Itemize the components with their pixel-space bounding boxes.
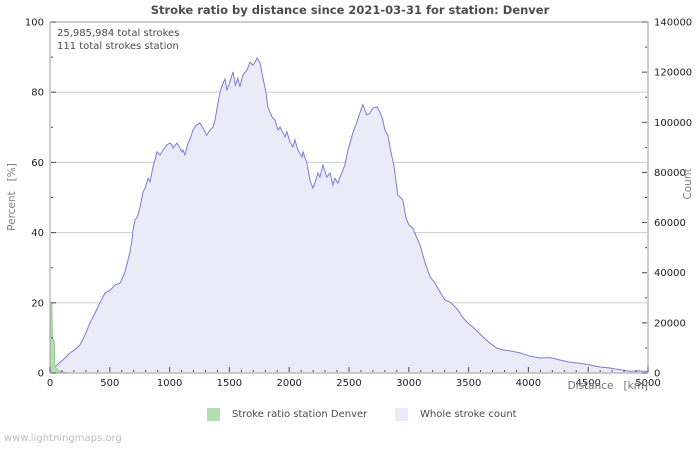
legend-swatch-stroke-count (395, 408, 408, 421)
series-area-stroke-count (50, 58, 648, 373)
legend-swatch-stroke-ratio (207, 408, 220, 421)
x-tick-label: 1500 (217, 378, 242, 389)
y2-tick-label: 120000 (654, 68, 692, 79)
annotation-total-strokes: 25,985,984 total strokes (57, 28, 180, 39)
x-tick-label: 3000 (396, 378, 421, 389)
y2-tick-label: 140000 (654, 18, 692, 29)
right-axis-title: Count (682, 168, 694, 200)
x-tick-label: 1000 (157, 378, 182, 389)
x-tick-label: 4000 (516, 378, 541, 389)
y2-tick-label: 80000 (654, 168, 686, 179)
x-tick-label: 500 (100, 378, 119, 389)
y-tick-label: 40 (31, 228, 44, 239)
y-tick-label: 100 (25, 18, 44, 29)
legend-item-stroke-count: Whole stroke count (395, 408, 517, 421)
series-line-stroke-count (49, 57, 649, 374)
legend-item-stroke-ratio: Stroke ratio station Denver (207, 408, 367, 421)
x-tick-label: 4500 (575, 378, 600, 389)
y-tick-label: 20 (31, 298, 44, 309)
y2-tick-label: 100000 (654, 118, 692, 129)
x-tick-label: 2000 (276, 378, 301, 389)
watermark: www.lightningmaps.org (4, 433, 122, 444)
x-tick-label: 3500 (456, 378, 481, 389)
x-tick-label: 0 (47, 378, 53, 389)
plot-border (49, 21, 649, 374)
y-tick-label: 0 (38, 369, 44, 380)
y-tick-label: 60 (31, 158, 44, 169)
chart-title: Stroke ratio by distance since 2021-03-3… (150, 3, 550, 17)
x-tick-label: 5000 (635, 378, 660, 389)
series-line-stroke-ratio (50, 302, 68, 374)
y2-tick-label: 20000 (654, 318, 686, 329)
legend-label-stroke-ratio: Stroke ratio station Denver (232, 409, 368, 420)
chart-annotation: 25,985,984 total strokes 111 total strok… (57, 27, 179, 53)
y2-tick-label: 60000 (654, 218, 686, 229)
y2-tick-label: 0 (654, 369, 660, 380)
annotation-total-strokes-station: 111 total strokes station (57, 41, 179, 52)
legend-label-stroke-count: Whole stroke count (420, 409, 517, 420)
x-tick-label: 2500 (336, 378, 361, 389)
y2-tick-label: 40000 (654, 268, 686, 279)
y-tick-label: 80 (31, 88, 44, 99)
x-axis-title: Distance [km] (567, 380, 648, 392)
left-axis-title: Percent [%] (6, 163, 18, 231)
